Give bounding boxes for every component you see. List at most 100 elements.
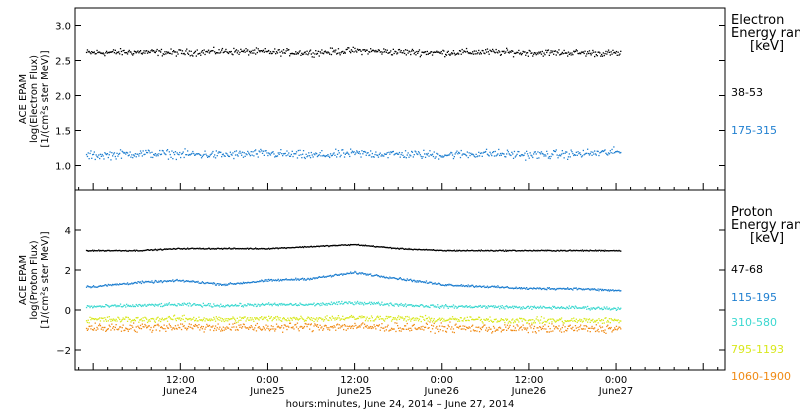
data-point [558, 307, 560, 309]
data-point [437, 249, 439, 251]
data-point [353, 51, 355, 53]
data-point [188, 302, 190, 304]
data-point [360, 324, 362, 326]
data-point [236, 328, 238, 331]
data-point [270, 278, 272, 281]
data-point [304, 319, 306, 321]
data-point [289, 155, 291, 157]
data-point [123, 329, 125, 332]
data-point [391, 54, 394, 56]
data-point [238, 304, 240, 307]
data-point [159, 50, 161, 52]
data-point [545, 49, 547, 51]
data-point [126, 52, 128, 54]
data-point [331, 315, 333, 317]
data-point [335, 245, 337, 247]
data-point [397, 315, 400, 317]
data-point [427, 249, 429, 251]
data-point [315, 277, 317, 279]
y-tick-label: 0 [65, 306, 71, 317]
data-point [557, 288, 559, 290]
data-point [563, 331, 565, 333]
data-point [209, 329, 211, 331]
data-point [581, 321, 584, 323]
y-tick-label: 4 [65, 226, 71, 237]
data-point [411, 318, 413, 320]
data-point [335, 329, 337, 331]
data-point [280, 247, 282, 249]
data-point [596, 330, 598, 332]
data-point [391, 247, 394, 249]
data-point [335, 303, 337, 305]
data-point [428, 282, 430, 284]
data-point [169, 304, 171, 306]
data-point [139, 327, 141, 330]
data-point [190, 305, 192, 307]
data-point [92, 250, 95, 252]
data-point [512, 56, 515, 58]
data-point [114, 49, 116, 51]
data-point [406, 154, 408, 156]
data-point [392, 328, 394, 330]
data-point [527, 305, 529, 307]
data-point [170, 280, 172, 282]
data-point [521, 320, 523, 322]
data-point [156, 317, 158, 319]
data-point [481, 326, 483, 329]
data-point [524, 287, 526, 289]
data-point [383, 155, 385, 157]
data-point [332, 327, 334, 329]
data-point [399, 51, 401, 53]
data-point [206, 50, 208, 53]
data-point [119, 303, 122, 305]
data-point [498, 148, 500, 151]
data-point [580, 53, 582, 55]
data-point [131, 325, 133, 327]
data-point [167, 158, 170, 160]
data-point [492, 306, 494, 308]
data-point [546, 49, 549, 52]
data-point [265, 248, 267, 250]
data-point [186, 48, 188, 50]
data-point [515, 155, 517, 157]
data-point [537, 53, 539, 55]
data-point [219, 248, 221, 250]
data-point [462, 306, 464, 308]
data-point [440, 284, 442, 286]
data-point [201, 306, 204, 308]
data-point [96, 155, 98, 158]
data-point [603, 322, 605, 324]
data-point [603, 150, 605, 152]
data-point [181, 315, 184, 317]
data-point [478, 326, 480, 328]
data-point [319, 304, 321, 307]
y-tick-label: 1.5 [55, 127, 71, 138]
data-point [277, 325, 279, 327]
data-point [360, 156, 362, 158]
data-point [309, 277, 312, 280]
data-point [383, 275, 385, 278]
data-point [138, 155, 140, 157]
data-point [432, 304, 435, 306]
data-point [220, 317, 222, 319]
data-point [517, 250, 519, 252]
data-point [462, 51, 464, 54]
data-point [248, 50, 251, 53]
data-point [228, 323, 231, 325]
data-point [426, 306, 428, 308]
data-point [522, 250, 524, 252]
data-point [406, 304, 408, 306]
data-point [564, 52, 566, 54]
data-point [86, 329, 89, 331]
data-point [487, 329, 489, 331]
data-point [120, 250, 123, 252]
data-point [299, 246, 301, 248]
data-point [522, 324, 524, 326]
data-point [556, 287, 558, 290]
data-point [556, 327, 558, 329]
data-point [330, 53, 333, 56]
data-point [313, 302, 315, 304]
data-point [527, 331, 529, 334]
data-point [278, 280, 280, 282]
data-point [88, 250, 90, 252]
